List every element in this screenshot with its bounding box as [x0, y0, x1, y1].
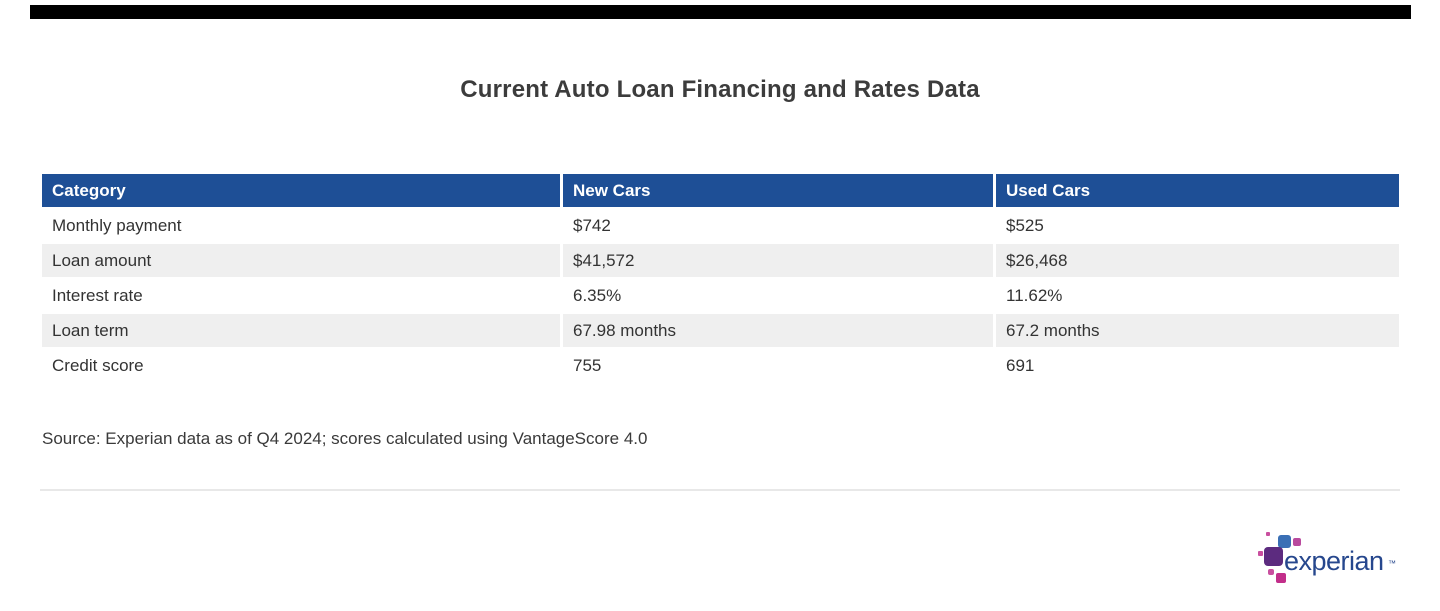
trademark-symbol: ™ [1388, 559, 1396, 568]
logo-purple-square-icon [1264, 547, 1283, 566]
page-title: Current Auto Loan Financing and Rates Da… [460, 76, 980, 103]
logo-pink-square-icon [1276, 573, 1286, 583]
data-table: Category New Cars Used Cars Monthly paym… [42, 174, 1399, 382]
table-cell-new-cars: $742 [563, 209, 993, 242]
table-row-label: Interest rate [42, 279, 560, 312]
table-cell-used-cars: 691 [996, 349, 1399, 382]
table-cell-used-cars: $525 [996, 209, 1399, 242]
column-header-used-cars: Used Cars [996, 174, 1399, 207]
logo-magenta-dot-icon [1258, 551, 1263, 556]
logo-wordmark: experian [1284, 546, 1384, 576]
top-bar [30, 5, 1411, 19]
logo-magenta-dot-icon [1268, 569, 1274, 575]
table-cell-used-cars: 11.62% [996, 279, 1399, 312]
logo-magenta-dot-icon [1266, 532, 1270, 536]
table-row-label: Loan term [42, 314, 560, 347]
table-cell-new-cars: 6.35% [563, 279, 993, 312]
column-header-new-cars: New Cars [563, 174, 993, 207]
table-row-label: Monthly payment [42, 209, 560, 242]
table-cell-used-cars: $26,468 [996, 244, 1399, 277]
logo-magenta-square-icon [1293, 538, 1301, 546]
divider [40, 489, 1400, 491]
table-cell-used-cars: 67.2 months [996, 314, 1399, 347]
column-header-category: Category [42, 174, 560, 207]
logo-blue-square-icon [1278, 535, 1291, 548]
table-cell-new-cars: 67.98 months [563, 314, 993, 347]
table-row-label: Loan amount [42, 244, 560, 277]
table-cell-new-cars: $41,572 [563, 244, 993, 277]
experian-logo: experian ™ [1256, 528, 1406, 584]
table-cell-new-cars: 755 [563, 349, 993, 382]
table-row-label: Credit score [42, 349, 560, 382]
source-note: Source: Experian data as of Q4 2024; sco… [42, 429, 648, 448]
